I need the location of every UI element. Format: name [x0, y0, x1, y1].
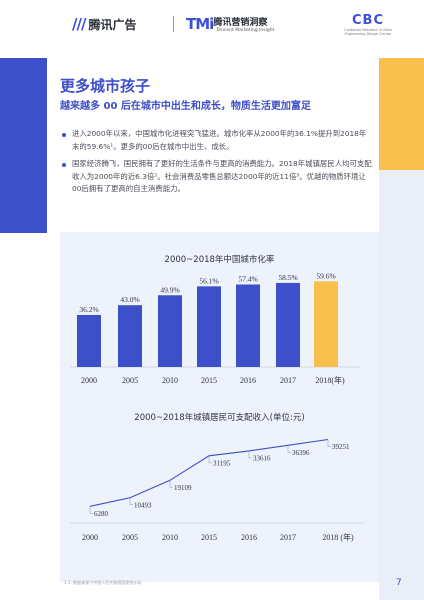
line-tick-2018: 2018 (年) [322, 532, 354, 542]
income-label-2016: 33616 [253, 454, 271, 462]
income-line-chart: 6280 2000 10493 2005 19109 2010 31195 2015 33616… [70, 438, 365, 542]
tmi-logo-subtext: Tencent Marketing Insight [216, 28, 275, 33]
income-leader-2005 [129, 497, 133, 506]
income-label-2000: 6280 [94, 510, 109, 518]
bar-tick-2016: 2016 [240, 376, 256, 385]
cbc-logo-mark: CBC [352, 12, 384, 28]
line-tick-2005: 2005 [122, 533, 138, 542]
income-leader-2015 [208, 455, 212, 464]
bar-tick-2005: 2005 [122, 376, 138, 385]
cbc-logo-subtext: Customer Research & Data Engineering Des… [344, 27, 392, 36]
section-subtitle: 越来越多 00 后在城市中出生和成长，物质生活更加富足 [60, 101, 311, 112]
tencent-ad-logo: /// 腾讯广告 [72, 13, 136, 35]
income-label-2015: 31195 [213, 459, 231, 467]
decorative-blue-bar [0, 58, 47, 233]
bar-2000 [77, 314, 101, 367]
footnote: 1-3. 数据来源于中国人民共和国国家统计局 [64, 580, 142, 585]
income-label-2010: 19109 [174, 484, 192, 492]
bar-label-2018: 59.6% [316, 271, 335, 280]
income-leader-2010 [169, 480, 173, 488]
income-leader-2018 [327, 439, 331, 447]
decorative-yellow-bar [379, 58, 424, 170]
bar-2010 [158, 295, 182, 367]
bar-tick-2018: 2018(年) [315, 375, 345, 385]
bar-2017 [276, 282, 300, 367]
tencent-ad-logo-mark: /// [72, 15, 86, 33]
bar-chart-title: 2000~2018年中国城市化率 [164, 255, 275, 265]
page-number: 7 [396, 578, 402, 588]
bar-tick-2000: 2000 [81, 376, 97, 385]
bar-label-2017: 58.5% [278, 273, 297, 282]
bar-tick-2015: 2015 [201, 376, 217, 385]
bullet-economy: 国家经济腾飞，国民拥有了更好的生活条件与更高的消费能力。2018年城镇居民人均可… [60, 158, 372, 196]
bar-label-2005: 43.0% [120, 295, 139, 304]
decorative-light-bar [379, 170, 424, 600]
income-leader-2000 [89, 506, 93, 514]
cbc-logo: CBC Customer Research & Data Engineering… [338, 12, 398, 36]
income-label-2018: 39251 [332, 443, 350, 451]
tmi-logo: TMi 腾讯营销洞察 Tencent Marketing Insight [186, 13, 274, 35]
line-tick-2016: 2016 [241, 533, 257, 542]
tencent-ad-logo-text: 腾讯广告 [88, 17, 137, 32]
logo-separator [173, 16, 174, 32]
tmi-logo-mark: TMi [186, 15, 214, 33]
bar-label-2000: 36.2% [79, 305, 98, 314]
bar-tick-2010: 2010 [162, 376, 178, 385]
page-header: /// 腾讯广告 TMi 腾讯营销洞察 Tencent Marketing In… [0, 0, 424, 48]
income-leader-2016 [248, 450, 252, 459]
line-tick-2017: 2017 [280, 533, 296, 542]
income-leader-2017 [287, 445, 291, 453]
bar-tick-2017: 2017 [280, 376, 296, 385]
bullet-list: 进入2000年以来，中国城市化进程突飞猛进。城市化率从2000年的36.1%提升… [60, 128, 372, 201]
line-tick-2010: 2010 [162, 533, 178, 542]
bar-label-2016: 57.4% [238, 274, 257, 283]
line-chart-title: 2000~2018年城镇居民可支配收入(单位:元) [134, 413, 305, 423]
income-label-2017: 36396 [292, 449, 310, 457]
section-title: 更多城市孩子 [60, 77, 151, 95]
income-label-2005: 10493 [134, 501, 152, 509]
bar-2016 [236, 284, 260, 367]
bar-2018 [314, 281, 338, 367]
line-tick-2015: 2015 [201, 533, 217, 542]
urbanization-bar-chart: 36.2% 2000 43.0% 2005 49.9% 2010 56.1% 2015 57.4… [70, 271, 360, 385]
bullet-urbanization: 进入2000年以来，中国城市化进程突飞猛进。城市化率从2000年的36.1%提升… [60, 128, 372, 153]
tmi-logo-text: 腾讯营销洞察 [213, 18, 268, 28]
bar-label-2010: 49.9% [160, 285, 179, 294]
bar-label-2015: 56.1% [199, 276, 218, 285]
bar-2005 [118, 305, 142, 367]
line-tick-2000: 2000 [82, 533, 98, 542]
bar-2015 [197, 286, 221, 367]
